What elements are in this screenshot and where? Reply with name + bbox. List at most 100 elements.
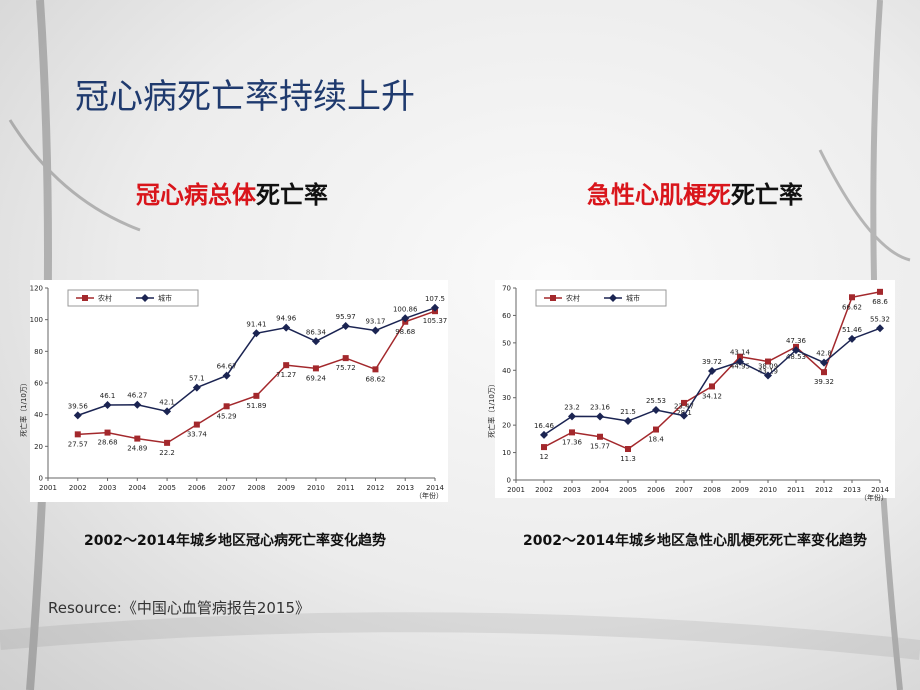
point (792, 346, 800, 355)
y-tick-label: 80 (34, 348, 43, 356)
x-tick-label: 2009 (277, 484, 295, 492)
legend-marker (82, 295, 88, 301)
data-label: 22.2 (159, 449, 175, 457)
point (253, 392, 260, 399)
point (597, 433, 603, 440)
data-label: 23.16 (590, 403, 611, 411)
x-tick-label: 2003 (563, 486, 581, 494)
point (653, 426, 659, 433)
y-tick-label: 60 (34, 380, 43, 388)
y-tick-label: 20 (34, 443, 43, 451)
point (223, 403, 230, 410)
legend-marker (550, 295, 556, 301)
legend-label: 农村 (566, 294, 580, 303)
data-label: 100.86 (393, 305, 418, 313)
data-label: 18.4 (648, 436, 664, 444)
data-label: 69.24 (306, 374, 327, 382)
data-label: 25.53 (646, 397, 666, 405)
point (372, 366, 379, 373)
plot-bg (30, 280, 448, 502)
data-label: 39.56 (68, 402, 89, 410)
point (569, 429, 575, 436)
data-label: 94.96 (276, 315, 297, 323)
point (312, 365, 319, 372)
point (820, 358, 828, 367)
x-tick-label: 2010 (307, 484, 325, 492)
legend-label: 城市 (158, 294, 172, 303)
point (311, 337, 320, 346)
y-tick-label: 40 (502, 367, 511, 375)
x-tick-label: 2005 (619, 486, 637, 494)
data-label: 71.27 (276, 371, 296, 379)
point (540, 430, 548, 439)
slide-title: 冠心病死亡率持续上升 (75, 77, 415, 117)
x-tick-label: 2004 (128, 484, 146, 492)
legend-box (535, 289, 667, 307)
data-label: 86.34 (306, 328, 327, 336)
point (283, 362, 290, 369)
data-label: 46.1 (100, 392, 116, 400)
data-label: 34.12 (702, 392, 722, 400)
y-tick-label: 60 (502, 312, 511, 320)
data-label: 15.77 (590, 443, 610, 451)
y-tick-label: 0 (39, 475, 43, 483)
x-tick-label: 2002 (69, 484, 87, 492)
point (764, 371, 772, 380)
x-tick-label: 2011 (337, 484, 355, 492)
data-label: 95.97 (336, 313, 356, 321)
data-label: 47.36 (786, 337, 807, 345)
point (342, 355, 349, 362)
x-tick-label: 2012 (815, 486, 833, 494)
data-label: 21.5 (620, 408, 636, 416)
point (708, 367, 716, 376)
x-tick-label: 2008 (247, 484, 265, 492)
point (192, 383, 201, 392)
chart-title: 急性心肌梗死死亡率 (587, 181, 803, 209)
point (709, 383, 715, 390)
data-label: 93.17 (365, 317, 385, 325)
data-label: 42.1 (159, 398, 175, 406)
y-axis-label: 死亡率（1/10万） (19, 379, 28, 437)
y-tick-label: 70 (502, 285, 511, 293)
point (652, 405, 660, 414)
point (624, 417, 632, 426)
data-label: 39.72 (702, 358, 722, 366)
y-tick-label: 100 (30, 316, 43, 324)
x-axis-label: （年份） (415, 491, 443, 500)
x-tick-label: 2001 (39, 484, 57, 492)
point (680, 411, 688, 420)
data-label: 46.27 (127, 392, 147, 400)
data-label: 98.68 (395, 328, 415, 336)
point (164, 439, 171, 446)
data-label: 48.53 (786, 353, 806, 361)
data-label: 91.41 (246, 320, 266, 328)
point (765, 358, 771, 365)
data-label: 105.37 (423, 317, 448, 325)
point (252, 329, 261, 338)
data-label: 64.67 (217, 363, 237, 371)
x-tick-label: 2006 (188, 484, 206, 492)
title-rest: 死亡率 (256, 181, 328, 209)
x-tick-label: 2005 (158, 484, 176, 492)
data-label: 43.14 (730, 349, 751, 357)
data-label: 51.89 (246, 402, 266, 410)
point (103, 401, 112, 410)
point (431, 303, 439, 312)
data-label: 107.5 (425, 295, 445, 303)
point (849, 294, 855, 301)
point (282, 323, 291, 332)
x-tick-label: 2013 (843, 486, 861, 494)
x-tick-label: 2008 (703, 486, 721, 494)
y-tick-label: 40 (34, 411, 43, 419)
data-label: 39.32 (814, 378, 834, 386)
data-label: 33.74 (187, 431, 208, 439)
legend-marker (609, 294, 617, 302)
y-axis-label: 死亡率（1/10万） (487, 380, 496, 438)
data-label: 23.2 (564, 403, 580, 411)
y-tick-label: 20 (502, 422, 511, 430)
point (736, 357, 744, 366)
data-label: 68.62 (365, 375, 385, 383)
data-label: 68.6 (872, 298, 888, 306)
